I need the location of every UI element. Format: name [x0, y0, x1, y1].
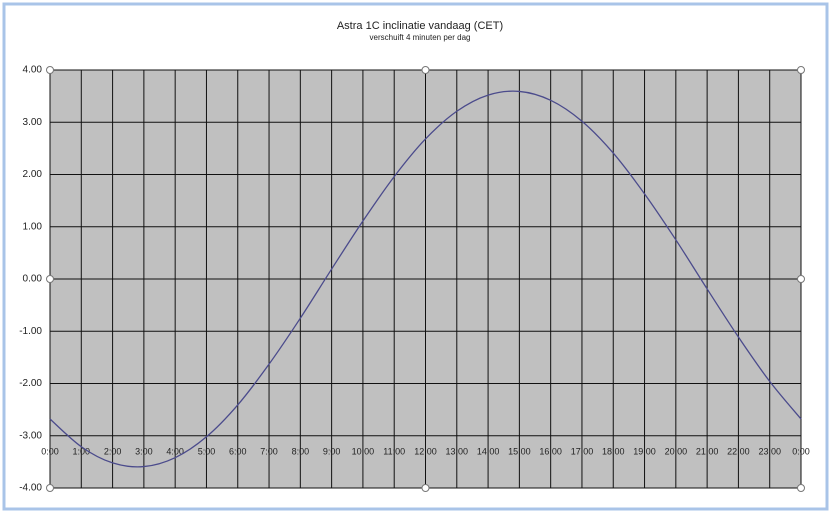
x-tick-label: 16:00	[539, 446, 562, 456]
x-tick-label: 15:00	[508, 446, 531, 456]
x-tick-label: 8:00	[292, 446, 310, 456]
x-tick-label: 1:00	[73, 446, 91, 456]
chart-subtitle: verschuift 4 minuten per dag	[370, 33, 471, 42]
x-tick-label: 11:00	[383, 446, 405, 456]
chart-title: Astra 1C inclinatie vandaag (CET)	[337, 20, 503, 32]
x-tick-label: 10:00	[352, 446, 375, 456]
y-tick-label: -3.00	[19, 430, 42, 441]
y-tick-label: 0.00	[23, 274, 43, 285]
line-series	[49, 90, 802, 468]
selection-handle	[46, 66, 54, 74]
y-tick-label: 1.00	[23, 221, 43, 232]
x-tick-label: 5:00	[198, 446, 216, 456]
y-tick-label: -2.00	[19, 378, 42, 389]
selection-handle	[421, 66, 430, 74]
x-tick-label: 13:00	[446, 446, 469, 456]
x-tick-label: 22:00	[727, 446, 750, 456]
selection-handle	[797, 275, 805, 283]
x-tick-label: 0:00	[792, 446, 810, 456]
x-tick-label: 23:00	[758, 446, 781, 456]
y-tick-label: 4.00	[23, 65, 43, 76]
y-tick-label: -4.00	[19, 483, 42, 494]
x-tick-label: 0:00	[41, 446, 59, 456]
y-tick-label: -1.00	[19, 326, 42, 337]
x-tick-label: 4:00	[166, 446, 184, 456]
x-tick-label: 2:00	[104, 446, 122, 456]
x-tick-label: 19:00	[633, 446, 656, 456]
x-tick-label: 14:00	[477, 446, 500, 456]
x-tick-label: 18:00	[602, 446, 625, 456]
selection-handle	[46, 275, 54, 283]
selection-handle	[46, 484, 54, 492]
x-tick-label: 12:00	[414, 446, 437, 456]
x-tick-label: 20:00	[665, 446, 688, 456]
y-tick-label: 2.00	[23, 169, 43, 180]
x-tick-label: 17:00	[571, 446, 594, 456]
x-tick-label: 7:00	[260, 446, 278, 456]
y-tick-label: 3.00	[23, 117, 43, 128]
x-tick-label: 6:00	[229, 446, 247, 456]
selection-handle	[421, 484, 430, 492]
selection-handle	[797, 66, 805, 74]
selection-handle	[797, 484, 805, 492]
x-tick-label: 21:00	[696, 446, 719, 456]
x-tick-label: 9:00	[323, 446, 341, 456]
x-tick-label: 3:00	[135, 446, 153, 456]
